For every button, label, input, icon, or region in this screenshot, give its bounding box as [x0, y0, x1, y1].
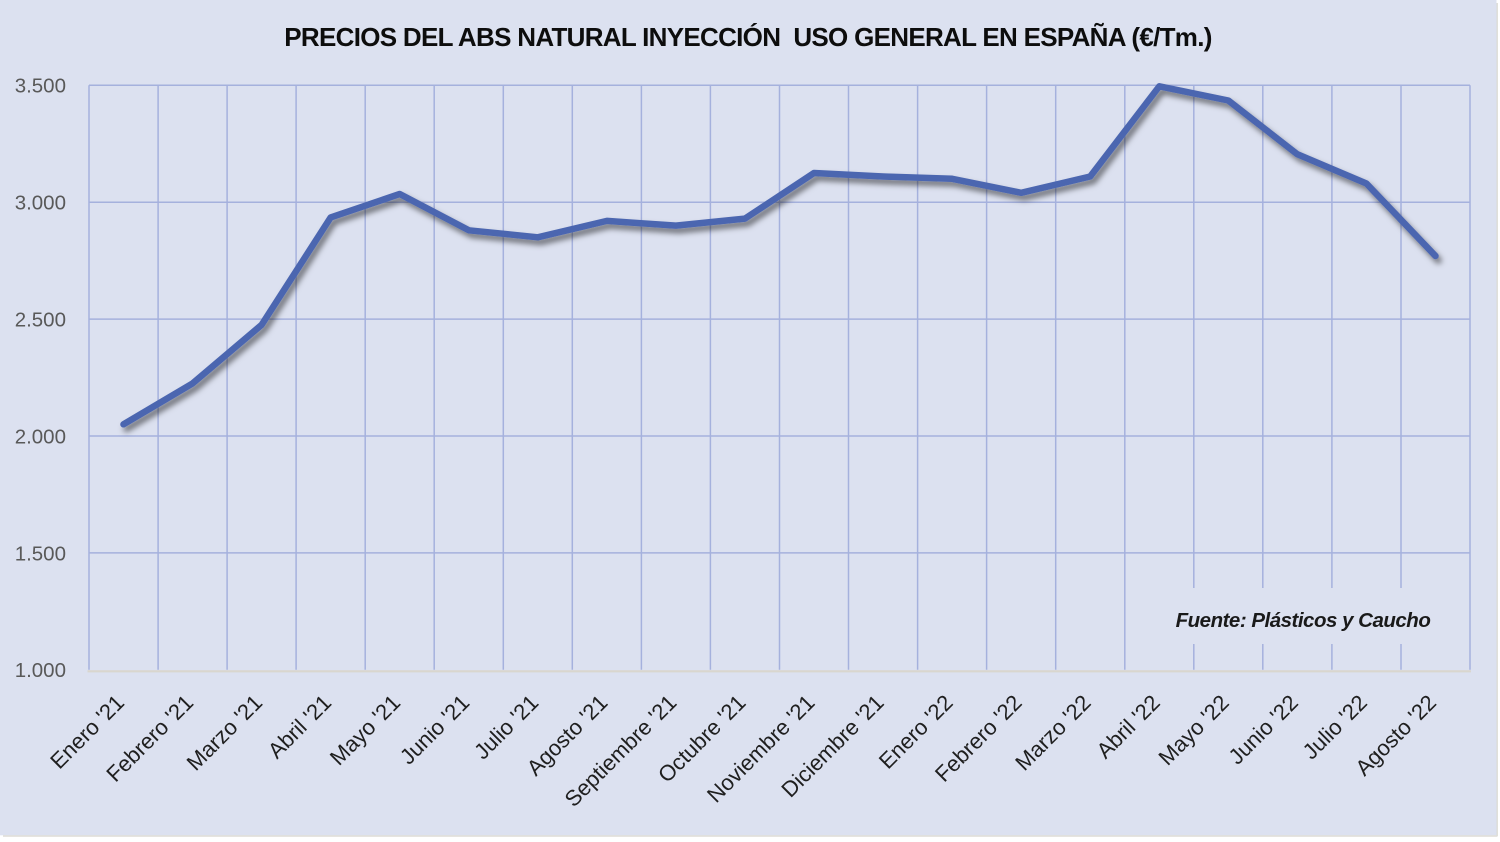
svg-text:3.500: 3.500 [15, 75, 66, 98]
svg-text:3.000: 3.000 [15, 192, 66, 215]
svg-text:1.000: 1.000 [15, 659, 66, 682]
svg-text:2.500: 2.500 [15, 309, 66, 332]
svg-text:Fuente: Plásticos y Caucho: Fuente: Plásticos y Caucho [1176, 609, 1431, 632]
svg-text:1.500: 1.500 [15, 542, 66, 565]
svg-text:PRECIOS DEL ABS NATURAL INYECC: PRECIOS DEL ABS NATURAL INYECCIÓN USO GE… [284, 22, 1211, 52]
svg-text:2.000: 2.000 [15, 425, 66, 448]
